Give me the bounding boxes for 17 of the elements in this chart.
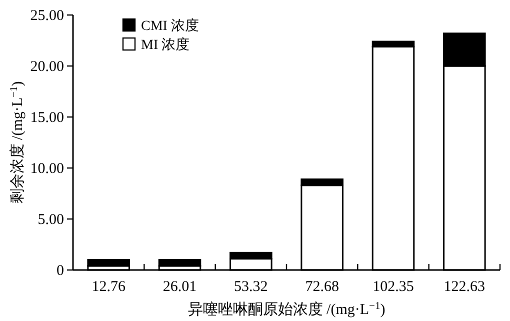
y-tick-label: 10.00 xyxy=(30,161,64,177)
x-tick-label: 26.01 xyxy=(162,279,197,295)
x-axis-title: 异噻唑啉酮原始浓度 /(mg·L$^{−1}$) xyxy=(188,300,386,318)
bar xyxy=(87,259,130,267)
legend-label: MI 浓度 xyxy=(141,37,190,53)
x-tick-label: 122.63 xyxy=(444,279,486,295)
x-tick-label: 12.76 xyxy=(92,279,126,295)
legend-label: CMI 浓度 xyxy=(141,18,199,34)
x-tick-label: 53.32 xyxy=(234,279,268,295)
y-tick-label: 20.00 xyxy=(30,59,64,75)
bar xyxy=(158,259,202,267)
y-tick-label: 15.00 xyxy=(30,110,64,126)
x-tick-label: 102.35 xyxy=(372,279,414,295)
x-tick-label: 72.68 xyxy=(305,279,339,295)
y-tick-label: 0 xyxy=(56,263,64,279)
y-tick-label: 25.00 xyxy=(30,8,64,24)
y-tick-label: 5.00 xyxy=(38,212,64,228)
